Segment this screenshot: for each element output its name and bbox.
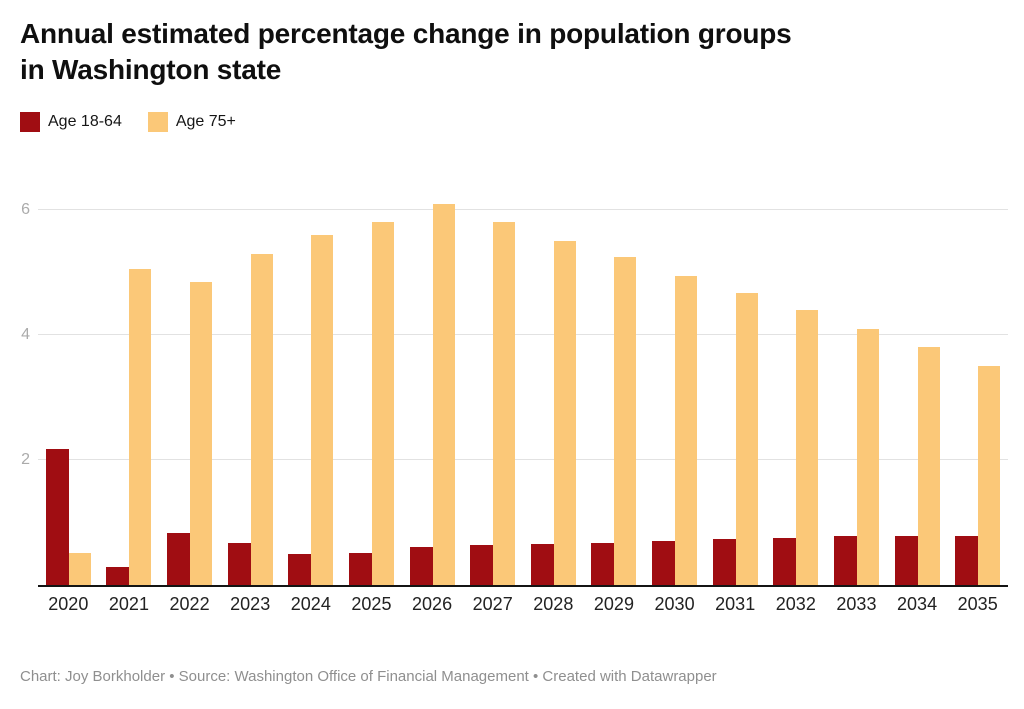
legend-swatch-icon bbox=[20, 112, 40, 133]
legend-item-label: Age 75+ bbox=[175, 113, 236, 131]
bar-age-75--2020 bbox=[68, 552, 91, 586]
bar-group-2030 bbox=[644, 191, 705, 586]
chart-area: 2 4 6 2020 2021 2022 2023 2024 2025 2026 2027 2028… bbox=[21, 191, 1008, 615]
x-axis-label-2034: 2034 bbox=[897, 594, 938, 615]
bar-group-2023 bbox=[220, 191, 281, 586]
bar-group-2026 bbox=[402, 191, 463, 586]
x-axis-label-2023: 2023 bbox=[230, 594, 271, 615]
x-axis-labels: 2020 2021 2022 2023 2024 2025 2026 2027 2028 2029… bbox=[38, 594, 1008, 615]
bar-group-2029 bbox=[584, 191, 645, 586]
bar-age-75--2027 bbox=[493, 222, 516, 586]
footer-credit: Chart: Joy Borkholder • Source: Washingt… bbox=[20, 668, 717, 685]
bar-age-18-64-2026 bbox=[409, 546, 433, 586]
bar-group-2025 bbox=[341, 191, 402, 586]
bar-group-2022 bbox=[159, 191, 220, 586]
bar-age-75--2026 bbox=[432, 203, 455, 586]
bar-age-75--2032 bbox=[796, 309, 819, 586]
x-axis-label-2031: 2031 bbox=[715, 594, 756, 615]
bar-age-75--2035 bbox=[978, 366, 1001, 586]
legend-item-label: Age 18-64 bbox=[48, 113, 122, 131]
gridline-6 bbox=[38, 208, 1008, 210]
bar-age-75--2024 bbox=[311, 234, 334, 586]
bar-age-18-64-2035 bbox=[955, 536, 979, 586]
bar-age-18-64-2022 bbox=[167, 533, 191, 586]
bar-age-18-64-2031 bbox=[712, 539, 736, 586]
bar-age-75--2023 bbox=[250, 253, 273, 586]
chart-title: Annual estimated percentage change in po… bbox=[20, 16, 1004, 87]
bar-age-18-64-2033 bbox=[833, 536, 857, 586]
bar-age-18-64-2021 bbox=[106, 566, 130, 586]
x-axis-label-2020: 2020 bbox=[48, 594, 89, 615]
y-axis-tick-label-4: 4 bbox=[21, 325, 30, 343]
x-axis-label-2024: 2024 bbox=[290, 594, 331, 615]
bar-group-2033 bbox=[826, 191, 887, 586]
chart-title-line-2: in Washington state bbox=[20, 53, 282, 85]
bar-age-18-64-2029 bbox=[591, 542, 615, 586]
x-axis-label-2033: 2033 bbox=[836, 594, 877, 615]
legend-item-age-75-: Age 75+ bbox=[147, 112, 236, 133]
bar-age-75--2022 bbox=[190, 281, 213, 586]
y-axis-tick-label-2: 2 bbox=[21, 451, 30, 469]
chart-title-line-1: Annual estimated percentage change in po… bbox=[20, 18, 792, 49]
bar-age-75--2034 bbox=[917, 347, 940, 586]
y-axis-tick-label-6: 6 bbox=[21, 200, 30, 218]
bar-age-18-64-2034 bbox=[894, 536, 918, 586]
bar-age-18-64-2023 bbox=[227, 543, 251, 586]
bar-group-2021 bbox=[99, 191, 160, 586]
legend: Age 18-64 Age 75+ bbox=[20, 111, 1004, 133]
bar-age-75--2031 bbox=[735, 293, 758, 586]
bar-group-2035 bbox=[947, 191, 1008, 586]
legend-swatch-icon bbox=[147, 112, 168, 133]
plot-area: 2 4 6 bbox=[21, 191, 1008, 588]
x-axis-label-2030: 2030 bbox=[654, 594, 695, 615]
bar-age-18-64-2027 bbox=[470, 545, 494, 586]
x-axis-label-2025: 2025 bbox=[351, 594, 392, 615]
bar-age-75--2030 bbox=[675, 275, 698, 586]
bar-age-75--2028 bbox=[553, 241, 576, 586]
gridline-2 bbox=[38, 459, 1008, 461]
bar-age-75--2033 bbox=[856, 328, 879, 586]
x-axis-label-2029: 2029 bbox=[593, 594, 634, 615]
bar-group-2028 bbox=[523, 191, 584, 586]
x-axis-label-2021: 2021 bbox=[108, 594, 149, 615]
bar-age-75--2021 bbox=[129, 269, 152, 586]
bar-age-18-64-2032 bbox=[773, 537, 797, 586]
bar-age-18-64-2024 bbox=[288, 554, 312, 586]
bar-age-18-64-2020 bbox=[45, 449, 69, 586]
x-axis-label-2035: 2035 bbox=[957, 594, 998, 615]
bar-group-2024 bbox=[281, 191, 342, 586]
gridline-4 bbox=[38, 333, 1008, 335]
bar-group-2032 bbox=[766, 191, 827, 586]
bar-age-75--2029 bbox=[614, 256, 637, 586]
bars-row bbox=[38, 191, 1008, 586]
x-axis-label-2028: 2028 bbox=[533, 594, 574, 615]
x-axis-label-2026: 2026 bbox=[412, 594, 453, 615]
bar-age-18-64-2028 bbox=[530, 543, 554, 586]
legend-item-age-18-64: Age 18-64 bbox=[20, 112, 122, 133]
x-axis-label-2027: 2027 bbox=[472, 594, 513, 615]
bar-age-18-64-2030 bbox=[652, 540, 676, 586]
datawrapper-chart-page: Annual estimated percentage change in po… bbox=[0, 16, 1024, 709]
bar-age-75--2025 bbox=[371, 222, 394, 586]
bar-age-18-64-2025 bbox=[348, 552, 372, 586]
x-axis-label-2032: 2032 bbox=[775, 594, 816, 615]
x-axis-label-2022: 2022 bbox=[169, 594, 210, 615]
bar-group-2020 bbox=[38, 191, 99, 586]
bar-group-2034 bbox=[887, 191, 948, 586]
bar-group-2031 bbox=[705, 191, 766, 586]
bar-group-2027 bbox=[462, 191, 523, 586]
